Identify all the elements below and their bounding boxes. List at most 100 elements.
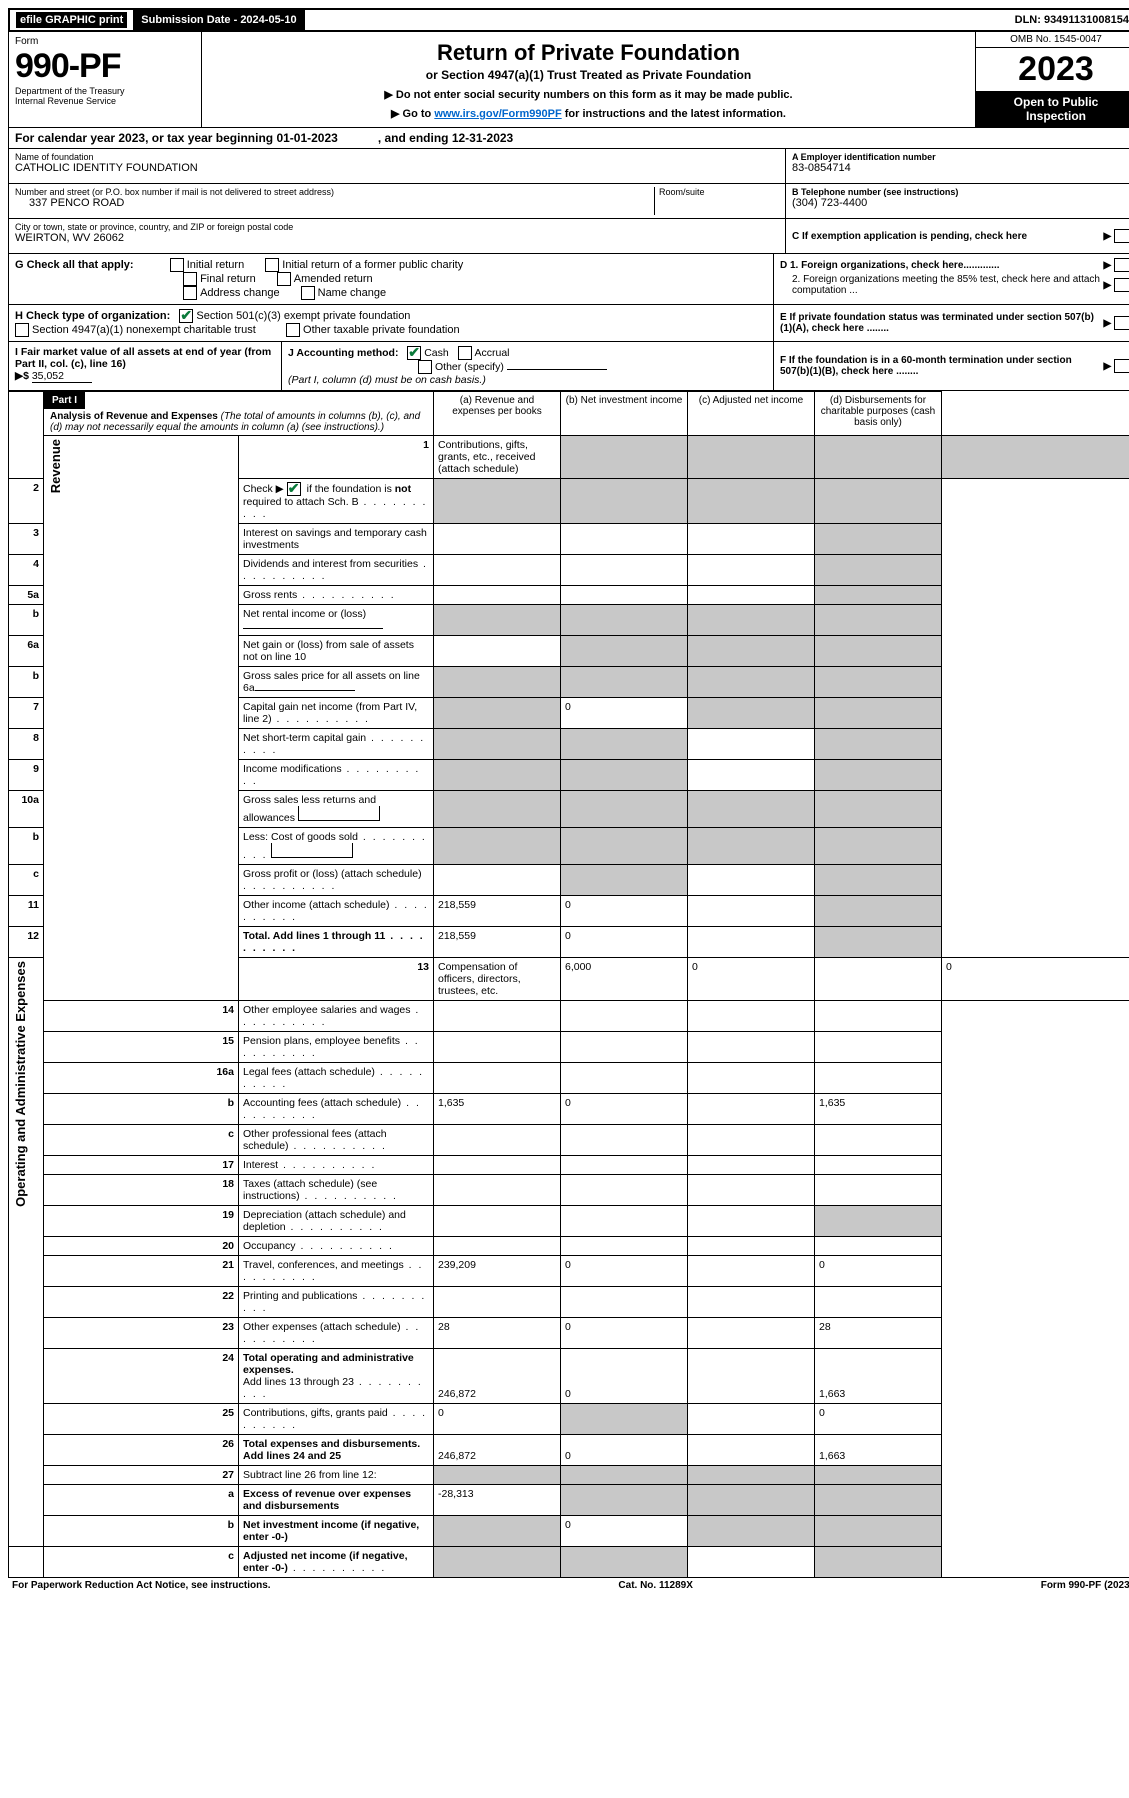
g-final-return-cb[interactable]	[183, 272, 197, 286]
footer-left: For Paperwork Reduction Act Notice, see …	[12, 1580, 271, 1591]
form-word: Form	[15, 36, 195, 47]
j-cash-cb[interactable]	[407, 346, 421, 360]
line-27: Subtract line 26 from line 12:	[239, 1466, 434, 1485]
j-other: Other (specify)	[435, 361, 504, 373]
val-26a: 246,872	[434, 1435, 561, 1466]
schb-checkbox[interactable]	[287, 482, 301, 496]
val-21d: 0	[815, 1256, 942, 1287]
line-4: Dividends and interest from securities	[239, 555, 434, 586]
line-5a: Gross rents	[239, 586, 434, 605]
line-6b: Gross sales price for all assets on line…	[239, 667, 434, 698]
j-accrual: Accrual	[475, 347, 510, 359]
street-address: 337 PENCO ROAD	[15, 197, 654, 209]
val-23d: 28	[815, 1318, 942, 1349]
j-accrual-cb[interactable]	[458, 346, 472, 360]
col-d-header: (d) Disbursements for charitable purpose…	[815, 392, 942, 436]
line-16b: Accounting fees (attach schedule)	[239, 1094, 434, 1125]
open-public: Open to Public Inspection	[976, 91, 1129, 127]
arrow-icon: ▶	[1104, 231, 1112, 242]
e-section: E If private foundation status was termi…	[774, 305, 1129, 341]
col-b-header: (b) Net investment income	[561, 392, 688, 436]
j-other-cb[interactable]	[418, 360, 432, 374]
line-8: Net short-term capital gain	[239, 729, 434, 760]
tax-year: 2023	[976, 48, 1129, 91]
g-o2: Initial return of a former public charit…	[282, 259, 463, 271]
instruction-1: ▶ Do not enter social security numbers o…	[212, 88, 965, 101]
city-cell: City or town, state or province, country…	[9, 219, 785, 253]
g-amended-cb[interactable]	[277, 272, 291, 286]
irs: Internal Revenue Service	[15, 96, 195, 106]
phone-value: (304) 723-4400	[792, 197, 1129, 209]
j-other-line	[507, 369, 607, 370]
line-24: Total operating and administrative expen…	[239, 1349, 434, 1404]
line-26: Total expenses and disbursements. Add li…	[239, 1435, 434, 1466]
line-19: Depreciation (attach schedule) and deple…	[239, 1206, 434, 1237]
f-checkbox[interactable]	[1114, 359, 1129, 373]
d2-checkbox[interactable]	[1114, 278, 1129, 292]
g-initial-former-cb[interactable]	[265, 258, 279, 272]
line-21: Travel, conferences, and meetings	[239, 1256, 434, 1287]
h-other-cb[interactable]	[286, 323, 300, 337]
line-14: Other employee salaries and wages	[239, 1001, 434, 1032]
f-label: F If the foundation is in a 60-month ter…	[780, 355, 1104, 377]
part1-table: Part I Analysis of Revenue and Expenses …	[8, 391, 1129, 1578]
col-c-header: (c) Adjusted net income	[688, 392, 815, 436]
val-16bb: 0	[561, 1094, 688, 1125]
val-13a: 6,000	[561, 958, 688, 1001]
val-24d: 1,663	[815, 1349, 942, 1404]
d1-label: D 1. Foreign organizations, check here..…	[780, 260, 1104, 271]
g-o4: Amended return	[294, 273, 373, 285]
h-501c3-cb[interactable]	[179, 309, 193, 323]
inst2-post: for instructions and the latest informat…	[562, 108, 786, 120]
submission-date: Submission Date - 2024-05-10	[135, 10, 304, 30]
efile-badge[interactable]: efile GRAPHIC print	[16, 12, 127, 28]
d2-label: 2. Foreign organizations meeting the 85%…	[780, 274, 1104, 296]
val-12b: 0	[561, 927, 688, 958]
g-address-cb[interactable]	[183, 286, 197, 300]
j-note: (Part I, column (d) must be on cash basi…	[288, 374, 486, 386]
fmv-value: 35,052	[32, 370, 92, 383]
val-25a: 0	[434, 1404, 561, 1435]
val-24b: 0	[561, 1349, 688, 1404]
line-10a: Gross sales less returns and allowances	[239, 791, 434, 828]
h-o3: Other taxable private foundation	[303, 324, 460, 336]
name-label: Name of foundation	[15, 152, 779, 162]
form-number: 990-PF	[15, 47, 195, 86]
form-title: Return of Private Foundation	[212, 40, 965, 66]
h-e-row: H Check type of organization: Section 50…	[8, 305, 1129, 342]
form990pf-link[interactable]: www.irs.gov/Form990PF	[434, 108, 561, 120]
g-section: G Check all that apply: Initial return I…	[9, 254, 774, 304]
g-initial-return-cb[interactable]	[170, 258, 184, 272]
header-right: OMB No. 1545-0047 2023 Open to Public In…	[976, 32, 1129, 127]
i-section: I Fair market value of all assets at end…	[9, 342, 282, 390]
line-27c: Adjusted net income (if negative, enter …	[239, 1547, 434, 1578]
e-checkbox[interactable]	[1114, 316, 1129, 330]
ein-value: 83-0854714	[792, 162, 1129, 174]
val-11b: 0	[561, 896, 688, 927]
dln: DLN: 93491131008154	[1009, 10, 1129, 30]
part1-title: Analysis of Revenue and Expenses	[50, 411, 218, 422]
i-label: I Fair market value of all assets at end…	[15, 346, 271, 370]
dept: Department of the Treasury	[15, 86, 195, 96]
open2: Inspection	[978, 109, 1129, 123]
header-left: Form 990-PF Department of the Treasury I…	[9, 32, 202, 127]
line-15: Pension plans, employee benefits	[239, 1032, 434, 1063]
c-checkbox[interactable]	[1114, 229, 1129, 243]
d1-checkbox[interactable]	[1114, 258, 1129, 272]
ein-cell: A Employer identification number 83-0854…	[786, 149, 1129, 184]
val-13d: 0	[942, 958, 1129, 1001]
val-13b: 0	[688, 958, 815, 1001]
line-22: Printing and publications	[239, 1287, 434, 1318]
expenses-side-label: Operating and Administrative Expenses	[13, 961, 28, 1207]
i-arrow: ▶$	[15, 370, 29, 382]
val-16ba: 1,635	[434, 1094, 561, 1125]
city-label: City or town, state or province, country…	[15, 222, 779, 232]
calendar-year-row: For calendar year 2023, or tax year begi…	[8, 128, 1129, 149]
val-12a: 218,559	[434, 927, 561, 958]
g-name-cb[interactable]	[301, 286, 315, 300]
val-21b: 0	[561, 1256, 688, 1287]
phone-label: B Telephone number (see instructions)	[792, 187, 1129, 197]
h-4947-cb[interactable]	[15, 323, 29, 337]
val-27aa: -28,313	[434, 1485, 561, 1516]
part1-badge: Part I	[44, 392, 85, 409]
